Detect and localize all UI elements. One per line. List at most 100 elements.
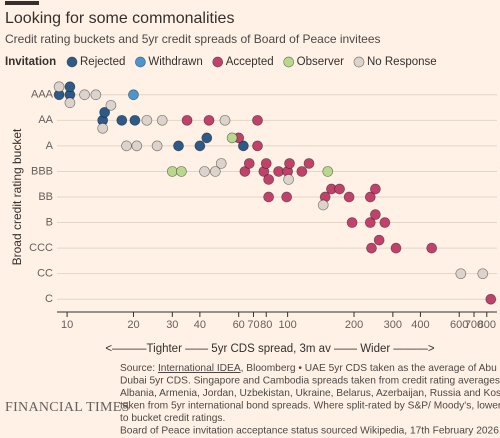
point [176, 166, 187, 177]
source-prefix: Source: [120, 363, 158, 374]
source-line: Board of Peace invitation acceptance sta… [120, 426, 499, 437]
point [477, 268, 489, 280]
point [273, 166, 284, 177]
point [156, 114, 168, 126]
y-tick-label: C [45, 293, 53, 305]
legend-swatch [353, 56, 365, 68]
y-tick-label: AA [38, 114, 53, 126]
x-tick-label: 100 [278, 319, 296, 331]
point [243, 158, 255, 169]
x-tick-label: 700 [465, 319, 483, 331]
x-tick-label: 800 [478, 319, 496, 331]
point [203, 114, 215, 126]
point [252, 140, 263, 152]
y-tick-label: AAA [31, 89, 54, 101]
chart-title: Looking for some commonalities [5, 10, 234, 27]
legend-swatch [66, 56, 78, 68]
point [131, 140, 143, 152]
x-tick-label: 30 [166, 319, 178, 331]
x-tick-label: 80 [260, 319, 272, 331]
y-tick-label: CC [37, 268, 53, 280]
y-axis-label: Broad credit rating bucket [10, 128, 24, 265]
chart-subtitle: Credit rating buckets and 5yr credit spr… [5, 32, 381, 46]
point [364, 217, 376, 228]
x-tick-label: 300 [384, 319, 402, 331]
point [129, 114, 141, 126]
point [201, 132, 213, 144]
point [426, 242, 438, 254]
legend-swatch [212, 56, 224, 68]
x-tick-label: 60 [233, 319, 245, 331]
point [90, 89, 102, 101]
point [379, 217, 391, 228]
y-tick-label: BBB [31, 165, 53, 177]
y-tick-label: A [46, 140, 54, 152]
point [390, 242, 402, 254]
point [322, 166, 334, 177]
source-line: to bucket credit ratings. [120, 413, 225, 424]
legend-label: Accepted [226, 56, 274, 68]
source-line: Dubai 5yr CDS. Singapore and Cambodia sp… [120, 375, 500, 386]
legend-swatch [135, 56, 146, 68]
legend-label: Withdrawn [148, 56, 202, 68]
legend-swatch [283, 56, 295, 68]
point [79, 89, 90, 101]
x-tick-label: 70 [247, 319, 259, 331]
brand: FINANCIAL TIMES [5, 400, 130, 415]
y-tick-label: CCC [29, 242, 53, 254]
y-tick-label: BB [38, 191, 53, 203]
point [334, 183, 345, 195]
point [97, 122, 109, 134]
point [260, 158, 272, 169]
legend-label: No Response [367, 56, 437, 68]
point [485, 293, 497, 305]
point [151, 140, 163, 152]
point [226, 132, 238, 144]
point [105, 99, 117, 111]
source-link[interactable]: International IDEA [158, 363, 241, 374]
point [199, 166, 210, 177]
point [141, 114, 153, 126]
legend-label: Rejected [80, 56, 125, 68]
x-tick-label: 600 [450, 319, 468, 331]
point [346, 217, 358, 228]
point [121, 140, 132, 152]
source-line: Albania, Armenia, Jordan, Uzbekistan, Uk… [120, 388, 500, 399]
point [166, 166, 178, 177]
point [373, 234, 385, 246]
point [296, 166, 308, 177]
point [116, 114, 128, 126]
point [284, 158, 295, 169]
point [239, 166, 251, 177]
x-tick-label: 400 [411, 319, 429, 331]
x-axis-label: <———Tighter —— 5yr CDS spread, 3m av —— … [105, 343, 435, 355]
x-tick-label: 200 [345, 319, 363, 331]
x-tick-label: 20 [127, 319, 139, 331]
point [317, 199, 329, 211]
point [194, 140, 206, 152]
point [283, 174, 294, 185]
point [303, 158, 315, 169]
x-tick-label: 10 [61, 319, 73, 331]
point [209, 166, 221, 177]
source-note: Source: International IDEA, Bloomberg • … [120, 363, 500, 437]
point [364, 191, 376, 203]
point [128, 89, 139, 101]
y-tick-label: B [46, 216, 53, 228]
source-line: taken from 5yr international bond spread… [120, 400, 500, 411]
point [215, 158, 227, 169]
point [252, 114, 263, 126]
point [455, 268, 467, 280]
point [263, 191, 274, 203]
point [64, 97, 76, 109]
source-text: , Bloomberg • UAE 5yr CDS taken as the a… [241, 363, 500, 374]
point [99, 106, 110, 118]
ft-bar [5, 1, 39, 5]
legend-title: Invitation [5, 56, 56, 68]
point [53, 81, 65, 93]
legend-label: Observer [297, 56, 344, 68]
point [219, 114, 231, 126]
point [64, 81, 76, 93]
point [181, 114, 193, 126]
